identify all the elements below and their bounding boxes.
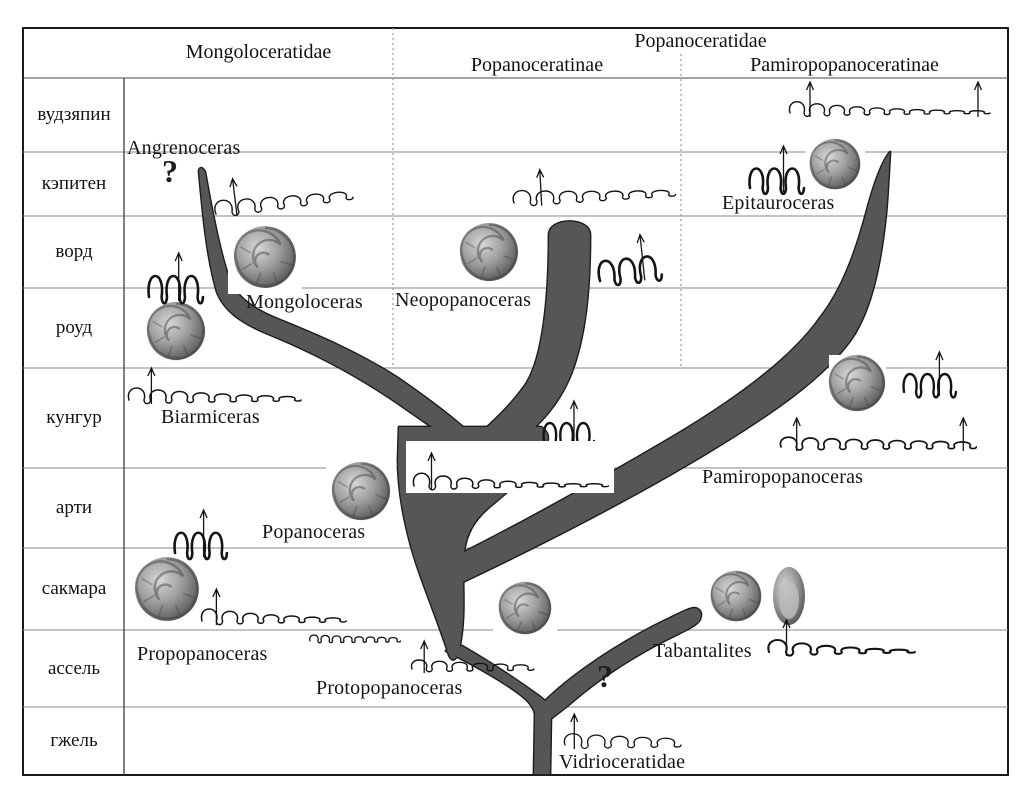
suture-drawing-protopopanoceras [410, 639, 535, 673]
suture-drawing-angrenoceras [214, 177, 354, 217]
fossil-biarmiceras [141, 296, 211, 366]
label-popanoceras: Popanoceras [262, 521, 366, 543]
suture-drawing-tabantalites [767, 618, 916, 657]
fossil-neopopanoceras [454, 217, 524, 287]
suture-drawing-pamiro-top [788, 80, 991, 118]
stage-label: роуд [55, 317, 93, 338]
label-mongoloceras: Mongoloceras [246, 291, 363, 313]
stage-label: сакмара [41, 578, 107, 599]
header-subfamily-pamiropopanoceratinae: Pamiropopanoceratinae [750, 53, 939, 76]
suture-drawing-vord-left [147, 251, 205, 305]
label-biarmiceras: Biarmiceras [161, 406, 260, 428]
stage-gzhel: гжель [24, 707, 124, 775]
stage-sakmara: сакмара [24, 548, 124, 630]
label-neopopanoceras: Neopopanoceras [395, 289, 532, 311]
fossil-popanoceras [326, 456, 396, 526]
fossil-propopanoceras [129, 551, 205, 627]
suture-drawing-arti-long [406, 441, 614, 493]
stage-vord: ворд [24, 216, 124, 288]
stage-label: кунгур [46, 407, 102, 428]
header-subfamily-popanoceratinae: Popanoceratinae [470, 53, 604, 76]
label-epitauroceras: Epitauroceras [722, 192, 835, 214]
fossil-tabantalites-front [769, 564, 809, 628]
stage-kepiten: кэпитен [24, 152, 124, 216]
stage-label: ворд [55, 241, 93, 262]
suture-drawing-propopanoceras [200, 587, 347, 626]
label-propopanoceras: Propopanoceras [137, 643, 268, 665]
outer-border [22, 27, 1009, 776]
label-protopopanoceras: Protopopanoceras [316, 677, 463, 699]
suture-drawing-vord-right [597, 232, 664, 287]
stage-label: гжель [50, 730, 98, 751]
stage-kungur: кунгур [24, 368, 124, 468]
fossil-epitauroceras [805, 134, 865, 194]
header-family-popanoceratidae: Popanoceratidae [634, 29, 767, 52]
stage-label: ассель [47, 657, 101, 679]
fossil-photos [129, 134, 887, 640]
suture-drawing-propo-tail [309, 634, 402, 644]
fossil-tabantalites-side [706, 566, 766, 626]
stage-label: вудзяпин [37, 104, 111, 125]
branch-tabantalites-fill [543, 608, 701, 720]
suture-drawing-kungur-right [779, 416, 978, 451]
fossil-pamiropopanoceras [827, 353, 887, 413]
stage-assel: ассель [24, 630, 124, 707]
label-angrenoceras: Angrenoceras [127, 137, 241, 159]
fossil-mongoloceras [228, 220, 302, 294]
suture-drawing-kungur-middle [542, 399, 596, 448]
suture-drawing-vidrioceratidae [563, 712, 682, 750]
label-tabantalites: Tabantalites [653, 640, 752, 662]
trunk-stem-fill [446, 646, 551, 774]
suture-line-drawings [127, 80, 991, 750]
label-pamiropopanoceras: Pamiropopanoceras [702, 466, 864, 488]
suture-drawing-pamiro-small [902, 350, 958, 399]
suture-drawing-kepiten-middle [512, 167, 677, 207]
label-vidrioceratidae: Vidrioceratidae [559, 751, 686, 773]
suture-drawing-epitauroceras [748, 144, 806, 196]
stage-label: арти [55, 497, 93, 518]
stage-arti: арти [24, 468, 124, 548]
suture-drawing-sakmara-left [173, 508, 229, 561]
stage-label: кэпитен [41, 173, 107, 194]
question-mark-angrenoceras: ? [162, 153, 178, 189]
suture-drawing-biarmiceras [127, 366, 302, 405]
question-mark-tabantalites: ? [597, 658, 613, 694]
header-family-mongoloceratidae: Mongoloceratidae [185, 40, 332, 63]
stage-vudzyapin: вудзяпин [24, 78, 124, 152]
stage-roud: роуд [24, 288, 124, 368]
fossil-protopopanoceras [493, 576, 557, 640]
